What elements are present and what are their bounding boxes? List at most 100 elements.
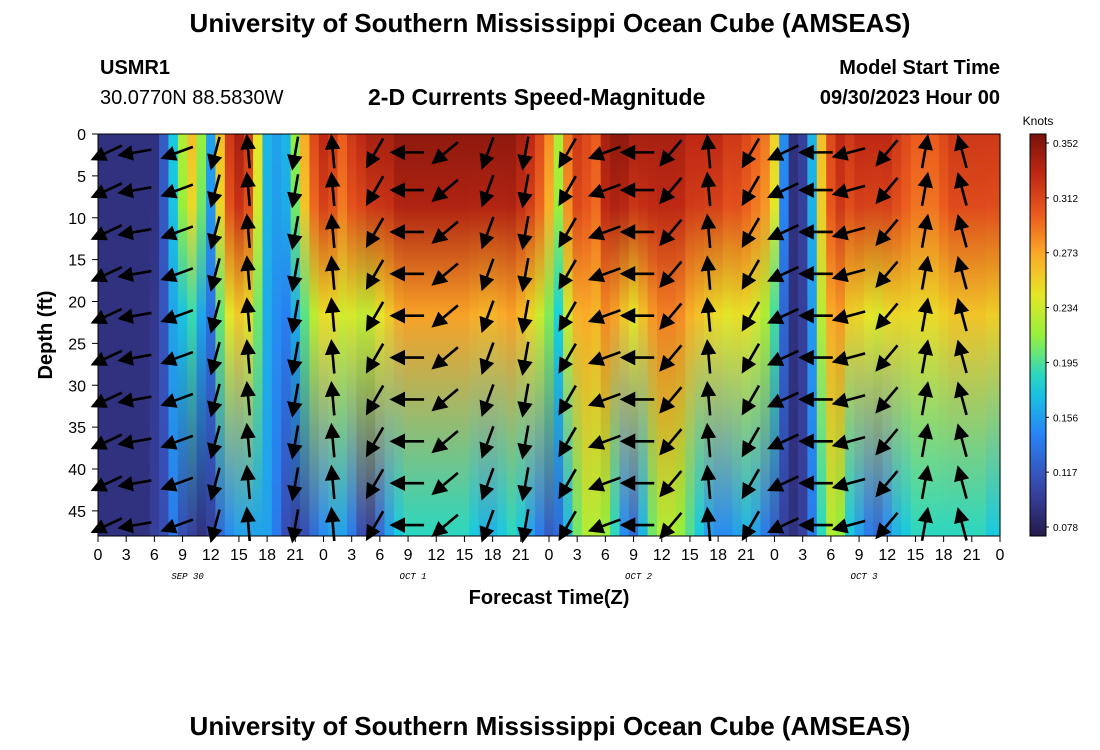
current-arrow	[287, 425, 303, 460]
speed-cell	[863, 134, 874, 536]
speed-cell	[920, 134, 931, 536]
current-arrow	[479, 509, 495, 543]
colorbar-tick-label: 0.117	[1053, 468, 1078, 479]
current-arrow	[767, 433, 799, 450]
speed-cell	[112, 134, 123, 536]
x-tick-label: 12	[653, 547, 671, 564]
current-arrow	[767, 475, 799, 492]
speed-cell	[459, 134, 470, 536]
current-arrow	[767, 144, 799, 161]
speed-cell	[685, 134, 696, 536]
x-tick-label: 15	[907, 547, 925, 564]
current-arrow	[659, 428, 683, 456]
current-arrow	[324, 464, 341, 500]
current-arrow	[479, 258, 495, 292]
speed-cell	[393, 134, 404, 536]
x-tick-label: 9	[629, 547, 638, 564]
current-arrow	[659, 139, 683, 167]
current-arrow	[160, 183, 194, 199]
speed-cell	[779, 134, 790, 536]
current-arrow	[954, 507, 970, 541]
model-start-value: 09/30/2023 Hour 00	[819, 87, 1000, 109]
current-arrow	[240, 297, 256, 332]
speed-cell	[807, 134, 818, 536]
current-arrow	[207, 216, 223, 250]
station-id: USMR1	[100, 57, 171, 79]
current-arrow	[517, 174, 533, 209]
current-arrow	[517, 257, 533, 293]
current-arrow	[207, 341, 223, 376]
speed-cell	[854, 134, 865, 536]
current-arrow	[831, 225, 866, 241]
x-tick-label: 21	[963, 547, 981, 564]
footer-title: University of Southern Mississippi Ocean…	[189, 711, 911, 741]
speed-cell	[600, 134, 611, 536]
current-arrow	[558, 175, 577, 207]
current-arrow	[741, 301, 761, 332]
current-arrow	[287, 136, 303, 171]
current-arrow	[117, 476, 152, 492]
current-arrow	[479, 425, 495, 459]
speed-cell	[713, 134, 724, 536]
speed-cell	[309, 134, 320, 536]
speed-cell	[356, 134, 367, 536]
current-arrow	[431, 220, 459, 244]
speed-cell	[149, 134, 160, 536]
current-arrow	[160, 476, 194, 492]
speed-cell	[628, 134, 639, 536]
current-arrow	[160, 518, 194, 534]
current-arrow	[558, 384, 577, 416]
speed-cell	[478, 134, 489, 536]
y-tick-label: 35	[68, 420, 86, 437]
speed-cell	[704, 134, 715, 536]
current-arrow	[954, 381, 970, 416]
current-arrow	[917, 464, 934, 500]
x-tick-label: 12	[202, 547, 220, 564]
current-arrow	[431, 304, 459, 328]
speed-cell	[534, 134, 545, 536]
current-arrow	[875, 139, 899, 167]
colorbar-tick-label: 0.234	[1053, 304, 1078, 315]
current-arrow	[587, 518, 621, 534]
current-arrow	[700, 339, 717, 374]
current-arrow	[287, 341, 303, 376]
page-title: University of Southern Mississippi Ocean…	[189, 8, 911, 38]
current-arrow	[875, 176, 899, 205]
speed-cell	[422, 134, 433, 536]
date-label: SEP 30	[171, 572, 204, 582]
current-arrow	[587, 476, 621, 492]
speed-cell	[666, 134, 677, 536]
speed-cell	[788, 134, 799, 536]
current-arrow	[558, 259, 577, 290]
current-arrow	[954, 213, 970, 248]
speed-cell	[957, 134, 968, 536]
current-arrow	[587, 145, 621, 161]
y-tick-label: 40	[68, 462, 86, 479]
current-arrow	[365, 175, 385, 207]
current-arrow	[700, 213, 717, 248]
x-tick-label: 12	[878, 547, 896, 564]
current-arrow	[431, 178, 459, 203]
current-arrow	[954, 172, 970, 206]
current-arrow	[917, 171, 934, 207]
current-arrow	[240, 213, 256, 248]
current-arrow	[324, 380, 341, 416]
current-arrow	[324, 339, 341, 374]
speed-cell	[168, 134, 179, 536]
current-arrow	[287, 467, 303, 502]
y-tick-label: 45	[68, 504, 86, 521]
speed-cell	[234, 134, 245, 536]
speed-cell	[140, 134, 151, 536]
current-arrow	[659, 176, 683, 205]
speed-cell	[346, 134, 357, 536]
speed-cell	[581, 134, 592, 536]
speed-cell	[375, 134, 386, 536]
x-tick-label: 6	[826, 547, 835, 564]
speed-cell	[440, 134, 451, 536]
speed-cell	[873, 134, 884, 536]
current-arrow	[831, 350, 866, 366]
speed-cell	[497, 134, 508, 536]
current-arrow	[700, 297, 717, 332]
current-arrow	[324, 171, 341, 207]
